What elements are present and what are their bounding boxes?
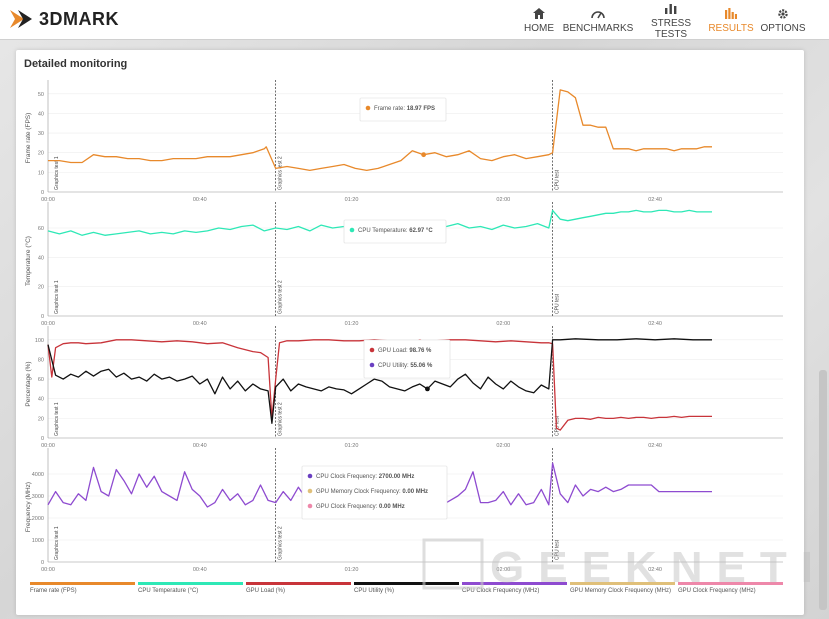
legend-swatch	[30, 582, 135, 585]
page-title: Detailed monitoring	[24, 58, 128, 70]
legend-item[interactable]: CPU Utility (%)	[354, 582, 460, 598]
nav-stress-tests[interactable]: STRESS TESTS	[640, 0, 702, 40]
legend-label: GPU Clock Frequency (MHz)	[678, 588, 756, 594]
legend-label: CPU Temperature (°C)	[138, 588, 199, 594]
legend-label: GPU Load (%)	[246, 588, 286, 594]
legend-item[interactable]: CPU Temperature (°C)	[138, 582, 244, 598]
legend-item[interactable]: GPU Memory Clock Frequency (MHz)	[570, 582, 676, 598]
nav-home-label: HOME	[524, 23, 554, 34]
nav-benchmarks-label: BENCHMARKS	[562, 23, 634, 34]
legend-item[interactable]: GPU Load (%)	[246, 582, 352, 598]
nav-options[interactable]: OPTIONS	[760, 0, 806, 40]
legend-label: CPU Utility (%)	[354, 588, 394, 594]
legend-item[interactable]: Frame rate (FPS)	[30, 582, 136, 598]
nav-stress-tests-label: STRESS TESTS	[650, 17, 691, 40]
top-bar: 3DMARK HOME BENCHMARKS STRESS TESTS RESU…	[0, 0, 829, 40]
legend-item[interactable]: GPU Clock Frequency (MHz)	[678, 582, 784, 598]
home-icon	[533, 6, 545, 21]
nav-benchmarks[interactable]: BENCHMARKS	[563, 0, 633, 40]
legend-item[interactable]: CPU Clock Frequency (MHz)	[462, 582, 568, 598]
legend-swatch	[678, 582, 783, 585]
nav-options-label: OPTIONS	[760, 23, 806, 34]
results-icon	[725, 6, 737, 21]
legend-label: Frame rate (FPS)	[30, 588, 77, 594]
gauge-icon	[591, 6, 605, 21]
gear-icon	[777, 6, 789, 21]
legend-label: CPU Clock Frequency (MHz)	[462, 588, 540, 594]
legend-swatch	[354, 582, 459, 585]
legend-label: GPU Memory Clock Frequency (MHz)	[570, 588, 672, 594]
scrollbar[interactable]	[819, 370, 827, 610]
nav-results[interactable]: RESULTS	[708, 0, 754, 40]
legend-swatch	[138, 582, 243, 585]
legend-swatch	[570, 582, 675, 585]
logo-text: 3DMARK	[39, 8, 120, 29]
3dmark-logo-icon	[10, 10, 32, 28]
nav-home[interactable]: HOME	[522, 0, 556, 40]
nav-results-label: RESULTS	[708, 23, 754, 34]
legend-swatch	[462, 582, 567, 585]
logo[interactable]: 3DMARK	[10, 7, 119, 31]
legend-swatch	[246, 582, 351, 585]
bars-icon	[665, 1, 677, 16]
monitoring-card: Detailed monitoring	[16, 50, 804, 615]
